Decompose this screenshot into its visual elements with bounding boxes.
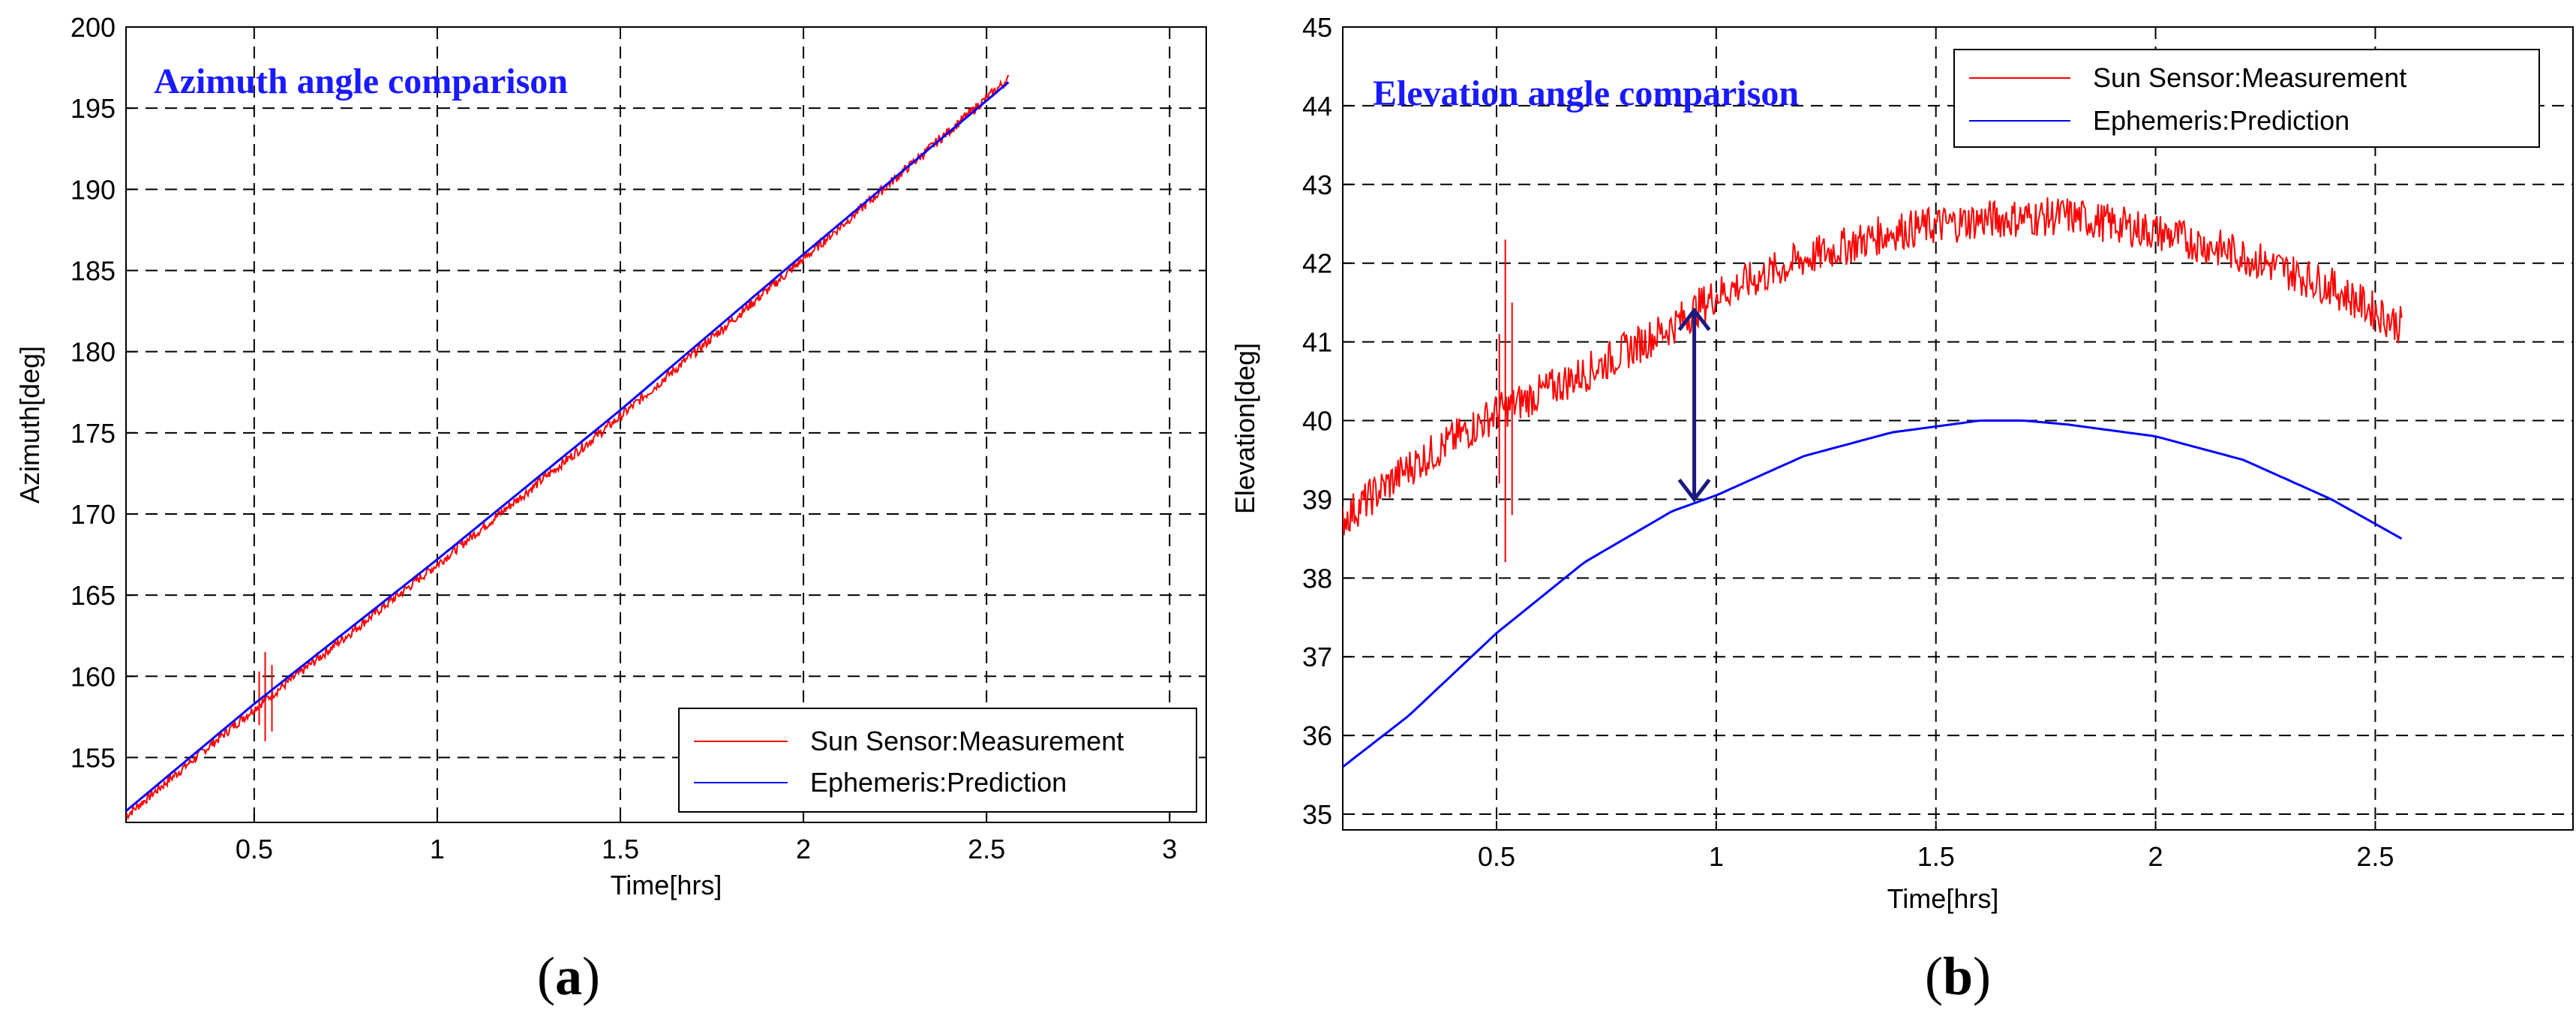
y-tick-label: 200: [71, 12, 116, 43]
panel-a: 155 160 165 170 175 180 185 190 195 200 0.5 1 1.5 2 2…: [14, 12, 1207, 1006]
panel-b-x-ticks: 0.5 1 1.5 2 2.5: [1478, 821, 2394, 872]
panel-b-title: Elevation angle comparison: [1373, 74, 1799, 113]
y-tick-label: 39: [1302, 484, 1332, 515]
y-tick-label: 37: [1302, 642, 1332, 672]
x-tick-label: 2: [796, 834, 811, 864]
y-tick-label: 35: [1302, 799, 1332, 830]
panel-b-legend-box: [1953, 49, 2540, 148]
y-tick-label: 170: [71, 499, 116, 530]
x-tick-label: 0.5: [1478, 841, 1515, 872]
panel-a-series-prediction: [126, 81, 1010, 813]
panel-b-legend-label-measurement: Sun Sensor:Measurement: [2093, 62, 2406, 93]
y-tick-label: 175: [71, 418, 116, 449]
panel-b-series-prediction: [1343, 419, 2403, 768]
x-tick-label: 1.5: [602, 834, 639, 864]
panel-b-legend: Sun Sensor:Measurement Ephemeris:Predict…: [1953, 49, 2540, 148]
panel-a-xlabel: Time[hrs]: [611, 870, 722, 900]
y-tick-label: 38: [1302, 563, 1332, 594]
x-tick-label: 1.5: [1917, 841, 1955, 872]
panel-b-plot-frame: [1342, 26, 2574, 831]
x-tick-label: 1: [430, 834, 445, 864]
panel-b-legend-label-prediction: Ephemeris:Prediction: [2093, 105, 2349, 136]
y-tick-label: 185: [71, 255, 116, 286]
panel-a-caption: (a): [537, 946, 600, 1006]
panel-b-xlabel: Time[hrs]: [1887, 883, 1999, 914]
x-tick-label: 0.5: [236, 834, 273, 864]
panel-b-series-measurement: [1343, 197, 2403, 563]
panel-a-legend-label-prediction: Ephemeris:Prediction: [810, 767, 1067, 798]
arrow-head-top: [1677, 307, 1711, 332]
panel-a-plot-frame: [125, 26, 1207, 823]
x-tick-label: 1: [1709, 841, 1724, 872]
panel-b-y-ticks: 35 36 37 38 39 40 41 42 43 44 45: [1302, 12, 1352, 830]
y-tick-label: 45: [1302, 12, 1332, 43]
panel-b-grid: [1343, 27, 2573, 830]
panel-a-y-ticks: 155 160 165 170 175 180 185 190 195 200: [71, 12, 135, 773]
x-tick-label: 2: [2148, 841, 2163, 872]
panel-a-legend-box: [678, 708, 1197, 813]
panel-a-legend: Sun Sensor:Measurement Ephemeris:Predict…: [678, 708, 1197, 813]
y-tick-label: 41: [1302, 327, 1332, 358]
y-tick-label: 40: [1302, 406, 1332, 437]
y-tick-label: 36: [1302, 720, 1332, 751]
x-tick-label: 3: [1162, 834, 1177, 864]
panel-a-ylabel: Azimuth[deg]: [14, 346, 45, 503]
y-tick-label: 165: [71, 580, 116, 611]
y-tick-label: 190: [71, 174, 116, 205]
panel-a-grid: [126, 27, 1206, 822]
arrow-head-bottom: [1677, 478, 1711, 503]
panel-a-title: Azimuth angle comparison: [154, 62, 568, 101]
panel-a-x-ticks: 0.5 1 1.5 2 2.5 3: [236, 813, 1177, 864]
y-tick-label: 180: [71, 337, 116, 368]
x-tick-label: 2.5: [968, 834, 1005, 864]
y-tick-label: 43: [1302, 170, 1332, 200]
panel-b-caption: (b): [1925, 946, 1991, 1006]
panel-b-difference-arrow: [1677, 307, 1711, 503]
y-tick-label: 44: [1302, 91, 1332, 122]
y-tick-label: 155: [71, 742, 116, 773]
panel-b-ylabel: Elevation[deg]: [1229, 343, 1260, 514]
x-tick-label: 2.5: [2356, 841, 2394, 872]
panel-b: 35 36 37 38 39 40 41 42 43 44 45 0.5 1 1.5 2 2.5 Eleva…: [1229, 12, 2574, 1006]
y-tick-label: 160: [71, 661, 116, 692]
y-tick-label: 42: [1302, 248, 1332, 279]
panel-a-legend-label-measurement: Sun Sensor:Measurement: [810, 726, 1124, 756]
y-tick-label: 195: [71, 93, 116, 124]
